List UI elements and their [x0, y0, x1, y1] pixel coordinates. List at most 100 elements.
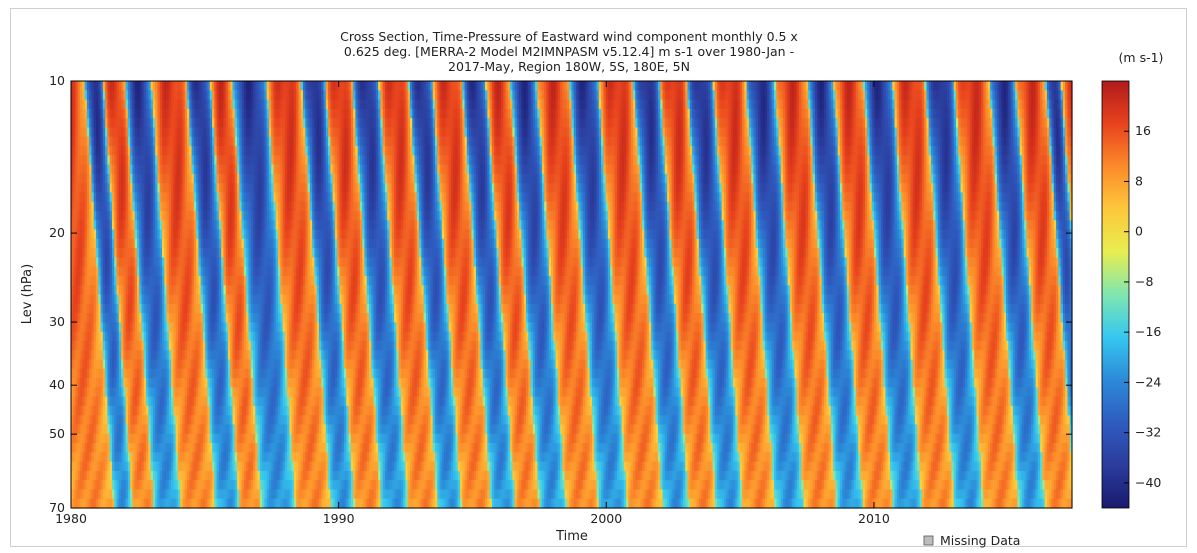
heatmap-cell [75, 164, 79, 175]
heatmap-cell [127, 266, 131, 277]
heatmap-cell [98, 164, 102, 175]
heatmap-cell [121, 90, 124, 101]
heatmap-cell [105, 220, 109, 231]
heatmap-cell [114, 266, 118, 277]
heatmap-cell [116, 229, 120, 240]
heatmap-cell [80, 210, 83, 221]
heatmap-cell [89, 294, 93, 305]
heatmap-cell [100, 359, 104, 370]
heatmap-cell [116, 108, 120, 119]
heatmap-cell [98, 387, 102, 398]
heatmap-cell [114, 127, 118, 138]
heatmap-cell [82, 173, 86, 184]
heatmap-cell [71, 145, 74, 156]
heatmap-cell [71, 359, 74, 370]
heatmap-cell [125, 183, 129, 193]
heatmap-cell [100, 322, 104, 333]
heatmap-cell [71, 127, 74, 138]
heatmap-cell [75, 340, 79, 351]
heatmap-cell [121, 238, 124, 249]
heatmap-cell [107, 294, 111, 305]
heatmap-cell [80, 350, 83, 361]
heatmap-cell [93, 285, 97, 296]
heatmap-cell [102, 108, 106, 119]
heatmap-cell [121, 322, 124, 333]
heatmap-cell [114, 452, 118, 463]
heatmap-cell [75, 108, 79, 119]
heatmap-cell [123, 359, 127, 370]
heatmap-cell [121, 266, 124, 277]
heatmap-cell [123, 229, 127, 240]
heatmap-cell [127, 275, 131, 286]
heatmap-cell [100, 340, 104, 351]
heatmap-cell [82, 461, 86, 472]
heatmap-cell [118, 238, 122, 249]
heatmap-cell [109, 387, 113, 398]
heatmap-cell [82, 322, 86, 333]
heatmap-cell [77, 173, 81, 184]
heatmap-cell [107, 396, 111, 407]
heatmap-cell [118, 461, 122, 472]
heatmap-cell [86, 136, 90, 147]
heatmap-cell [107, 405, 111, 416]
heatmap-cell [96, 461, 99, 472]
heatmap-cell [93, 127, 97, 138]
heatmap-cell [111, 396, 115, 407]
heatmap-cell [96, 322, 99, 333]
heatmap-cell [102, 368, 106, 379]
heatmap-cell [80, 275, 83, 286]
heatmap-cell [80, 164, 83, 175]
heatmap-cell [109, 294, 113, 305]
heatmap-cell [80, 192, 83, 203]
heatmap-cell [77, 498, 81, 509]
heatmap-cell [116, 461, 120, 472]
heatmap-cell [96, 164, 99, 175]
heatmap-cell [89, 248, 93, 258]
heatmap-cell [73, 127, 77, 138]
heatmap-cell [89, 285, 93, 296]
heatmap-cell [125, 433, 129, 444]
heatmap-cell [102, 266, 106, 277]
heatmap-cell [71, 452, 74, 463]
heatmap-cell [118, 220, 122, 231]
heatmap-cell [93, 266, 97, 277]
heatmap-cell [116, 368, 120, 379]
heatmap-cell [80, 415, 83, 426]
heatmap-cell [114, 378, 118, 388]
heatmap-cell [111, 489, 115, 500]
heatmap-cell [77, 368, 81, 379]
heatmap-cell [75, 443, 79, 453]
heatmap-cell [84, 498, 88, 509]
heatmap-cell [96, 248, 99, 258]
heatmap-cell [82, 285, 86, 296]
heatmap-cell [109, 229, 113, 240]
heatmap-cell [84, 81, 88, 91]
heatmap-cell [121, 405, 124, 416]
heatmap-cell [84, 192, 88, 203]
heatmap-cell [127, 359, 131, 370]
heatmap-cell [86, 173, 90, 184]
heatmap-cell [111, 155, 115, 166]
heatmap-cell [96, 359, 99, 370]
heatmap-cell [105, 173, 109, 184]
heatmap-cell [100, 378, 104, 388]
heatmap-cell [98, 396, 102, 407]
heatmap-cell [75, 489, 79, 500]
heatmap-cell [84, 322, 88, 333]
heatmap-cell [111, 164, 115, 175]
heatmap-cell [127, 313, 131, 323]
heatmap-cell [121, 359, 124, 370]
heatmap-cell [123, 183, 127, 193]
heatmap-cell [82, 303, 86, 314]
heatmap-cell [125, 285, 129, 296]
heatmap-cell [100, 220, 104, 231]
heatmap-cell [125, 359, 129, 370]
heatmap-cell [75, 415, 79, 426]
heatmap-cell [96, 238, 99, 249]
heatmap-cell [80, 285, 83, 296]
heatmap-cell [80, 359, 83, 370]
heatmap-cell [127, 405, 131, 416]
heatmap-cell [116, 183, 120, 193]
heatmap-cell [91, 303, 95, 314]
heatmap-cell [98, 275, 102, 286]
